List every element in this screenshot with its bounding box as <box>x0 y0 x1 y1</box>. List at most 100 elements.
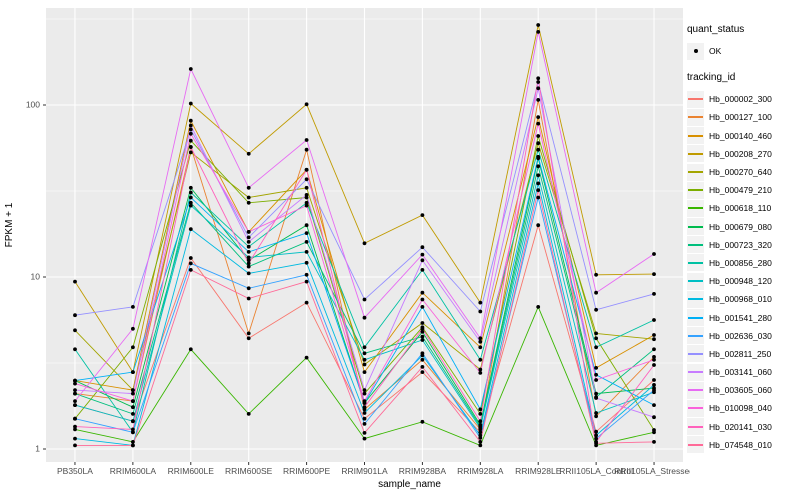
data-point <box>594 441 598 446</box>
data-point <box>478 436 483 440</box>
legend-key <box>687 145 704 163</box>
data-point <box>536 80 541 84</box>
data-point <box>594 414 598 419</box>
data-point <box>652 272 656 276</box>
data-point <box>304 250 309 254</box>
legend-item-Hb_002811_250: Hb_002811_250 <box>687 345 799 363</box>
plot-svg: 1 10 100 PB350LA RRIM600LA RRIM600LE RRIM600SE… <box>4 8 694 490</box>
data-point <box>420 297 425 302</box>
data-point <box>594 366 598 370</box>
data-point <box>594 429 598 434</box>
data-point <box>478 412 483 416</box>
data-point <box>420 326 425 331</box>
data-point <box>536 115 541 119</box>
legend-label: Hb_000618_110 <box>709 203 772 214</box>
legend-item-Hb_003141_060: Hb_003141_060 <box>687 363 799 381</box>
legend-label: Hb_000270_640 <box>709 167 772 178</box>
line-chart-panel: 1 10 100 PB350LA RRIM600LA RRIM600LE RRIM600SE… <box>4 8 694 490</box>
data-point <box>594 331 598 336</box>
data-point <box>478 440 483 444</box>
data-point <box>652 403 656 407</box>
data-point <box>594 345 598 350</box>
legend-key <box>687 127 704 145</box>
line-swatch-icon <box>688 316 703 319</box>
data-point <box>188 203 193 208</box>
line-swatch-icon <box>688 116 703 119</box>
data-point <box>73 416 77 421</box>
data-point <box>246 235 251 240</box>
data-point <box>304 167 309 172</box>
data-point <box>188 190 193 195</box>
data-point <box>362 416 367 421</box>
data-point <box>73 381 77 386</box>
data-point <box>594 411 598 415</box>
data-point <box>73 427 77 432</box>
data-point <box>420 258 425 263</box>
x-tick-label: RRII105LA_Stressed <box>614 466 690 476</box>
data-point <box>304 260 309 265</box>
data-point <box>73 378 77 383</box>
data-point <box>188 101 193 106</box>
data-point <box>536 164 541 169</box>
legend-label: Hb_010098_040 <box>709 403 772 414</box>
legend-label: Hb_000479_210 <box>709 185 772 196</box>
legend-label: Hb_000127_100 <box>709 112 772 123</box>
data-point <box>304 147 309 152</box>
data-point <box>652 388 656 392</box>
data-point <box>652 415 656 420</box>
data-point <box>536 23 541 27</box>
data-point <box>73 443 77 448</box>
data-point <box>536 121 541 126</box>
legend-key <box>687 254 704 272</box>
data-point <box>362 388 367 392</box>
legend: quant_status OK tracking_id Hb_000002_300 Hb… <box>687 24 799 466</box>
data-point <box>73 424 77 429</box>
legend-label: Hb_001541_280 <box>709 312 772 323</box>
data-point <box>304 300 309 305</box>
data-point <box>304 203 309 208</box>
data-point <box>246 336 251 341</box>
data-point <box>131 370 135 374</box>
data-point <box>652 252 656 256</box>
data-point <box>246 258 251 263</box>
legend-item-quant-status: OK <box>687 42 799 60</box>
legend-key <box>687 399 704 417</box>
data-point <box>594 436 598 441</box>
x-tick-label: RRIM901LA <box>341 466 388 476</box>
data-point <box>362 411 367 415</box>
line-swatch-icon <box>688 443 703 446</box>
data-point <box>304 177 309 182</box>
data-point <box>594 372 598 377</box>
legend-item-Hb_000948_120: Hb_000948_120 <box>687 272 799 290</box>
line-swatch-icon <box>688 352 703 355</box>
data-point <box>652 355 656 359</box>
data-point <box>420 329 425 334</box>
legend-key <box>687 309 704 327</box>
data-point <box>304 193 309 197</box>
legend-label: Hb_000002_300 <box>709 94 772 105</box>
data-point <box>594 272 598 277</box>
data-point <box>304 240 309 244</box>
data-point <box>73 436 77 441</box>
data-point <box>594 391 598 396</box>
data-point <box>420 351 425 356</box>
line-swatch-icon <box>688 407 703 410</box>
legend-key <box>687 236 704 254</box>
data-point <box>362 357 367 362</box>
data-point <box>73 388 77 392</box>
data-point <box>73 391 77 396</box>
x-axis-title: sample_name <box>378 479 441 490</box>
data-point <box>420 365 425 369</box>
legend-label: Hb_020141_030 <box>709 421 772 432</box>
legend-key <box>687 199 704 217</box>
data-point <box>131 440 135 444</box>
data-point <box>420 357 425 362</box>
legend-item-Hb_020141_030: Hb_020141_030 <box>687 418 799 436</box>
line-swatch-icon <box>688 207 703 210</box>
data-point <box>188 150 193 155</box>
legend-label: Hb_000679_080 <box>709 221 772 232</box>
legend-item-Hb_000127_100: Hb_000127_100 <box>687 108 799 126</box>
line-swatch-icon <box>688 225 703 228</box>
data-point <box>188 185 193 190</box>
